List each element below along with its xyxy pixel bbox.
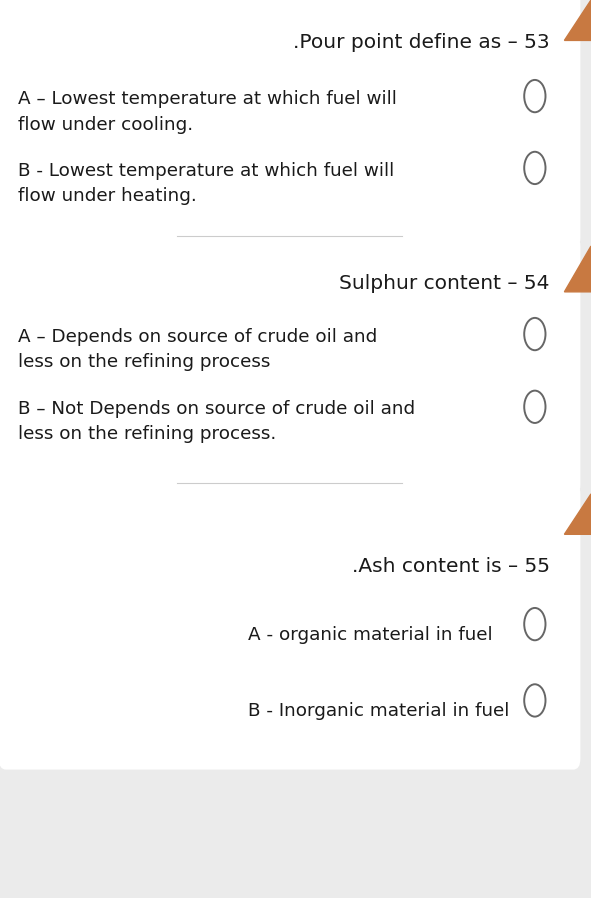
Circle shape [524,684,545,717]
Polygon shape [564,494,591,534]
Circle shape [524,608,545,640]
Text: A – Depends on source of crude oil and
less on the refining process: A – Depends on source of crude oil and l… [18,328,377,372]
Circle shape [524,318,545,350]
FancyBboxPatch shape [0,483,580,770]
FancyBboxPatch shape [0,0,580,249]
Text: .Pour point define as – 53: .Pour point define as – 53 [293,33,550,52]
Text: Sulphur content – 54: Sulphur content – 54 [339,274,550,293]
Text: .Ash content is – 55: .Ash content is – 55 [352,557,550,576]
Text: B - Inorganic material in fuel: B - Inorganic material in fuel [248,702,509,720]
Text: A - organic material in fuel: A - organic material in fuel [248,626,493,644]
Polygon shape [564,0,591,40]
Text: B - Lowest temperature at which fuel will
flow under heating.: B - Lowest temperature at which fuel wil… [18,162,394,206]
Circle shape [524,391,545,423]
Circle shape [524,80,545,112]
FancyBboxPatch shape [0,235,580,496]
Text: B – Not Depends on source of crude oil and
less on the refining process.: B – Not Depends on source of crude oil a… [18,400,415,444]
Circle shape [524,152,545,184]
Polygon shape [564,246,591,292]
Text: A – Lowest temperature at which fuel will
flow under cooling.: A – Lowest temperature at which fuel wil… [18,90,397,134]
